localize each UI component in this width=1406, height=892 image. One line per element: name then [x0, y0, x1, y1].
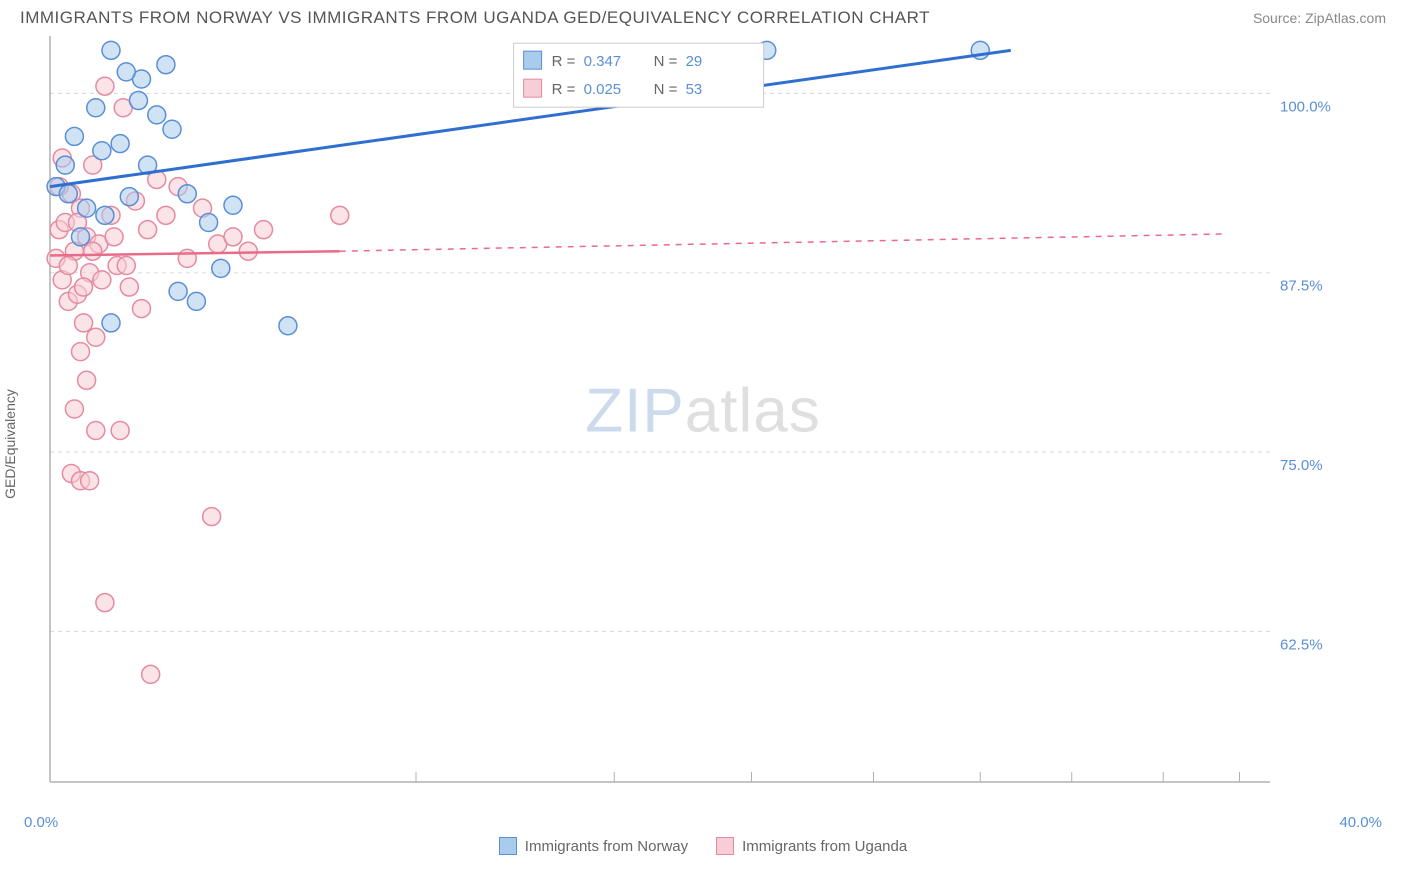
svg-text:29: 29	[686, 53, 703, 70]
legend-item-uganda: Immigrants from Uganda	[716, 837, 907, 855]
svg-text:R =: R =	[552, 81, 576, 98]
legend-label-uganda: Immigrants from Uganda	[742, 838, 907, 855]
legend-swatch-pink	[716, 837, 734, 855]
svg-text:N =: N =	[654, 53, 678, 70]
svg-text:N =: N =	[654, 81, 678, 98]
svg-text:75.0%: 75.0%	[1280, 457, 1323, 474]
x-axis-extent: 0.0% 40.0%	[20, 814, 1386, 831]
svg-text:0.347: 0.347	[584, 53, 622, 70]
svg-text:53: 53	[686, 81, 703, 98]
scatter-chart: 62.5% 75.0% 87.5% 100.0% R = 0.347 N = 29 R = 0.0…	[20, 32, 1340, 812]
svg-text:100.0%: 100.0%	[1280, 98, 1331, 115]
x-max-label: 40.0%	[1339, 814, 1382, 831]
chart-title: IMMIGRANTS FROM NORWAY VS IMMIGRANTS FRO…	[20, 8, 930, 28]
legend-item-norway: Immigrants from Norway	[499, 837, 688, 855]
svg-text:87.5%: 87.5%	[1280, 278, 1323, 295]
source-label: Source: ZipAtlas.com	[1253, 10, 1386, 26]
svg-text:0.025: 0.025	[584, 81, 622, 98]
svg-text:62.5%: 62.5%	[1280, 636, 1323, 653]
header: IMMIGRANTS FROM NORWAY VS IMMIGRANTS FRO…	[0, 0, 1406, 32]
legend-label-norway: Immigrants from Norway	[525, 838, 688, 855]
y-axis-label: GED/Equivalency	[2, 389, 18, 499]
svg-text:R =: R =	[552, 53, 576, 70]
chart-area: GED/Equivalency ZIPatlas 62.5%75.0%87.5%…	[20, 32, 1386, 855]
bottom-legend: Immigrants from Norway Immigrants from U…	[20, 837, 1386, 855]
legend-swatch-blue	[499, 837, 517, 855]
x-min-label: 0.0%	[24, 814, 58, 831]
